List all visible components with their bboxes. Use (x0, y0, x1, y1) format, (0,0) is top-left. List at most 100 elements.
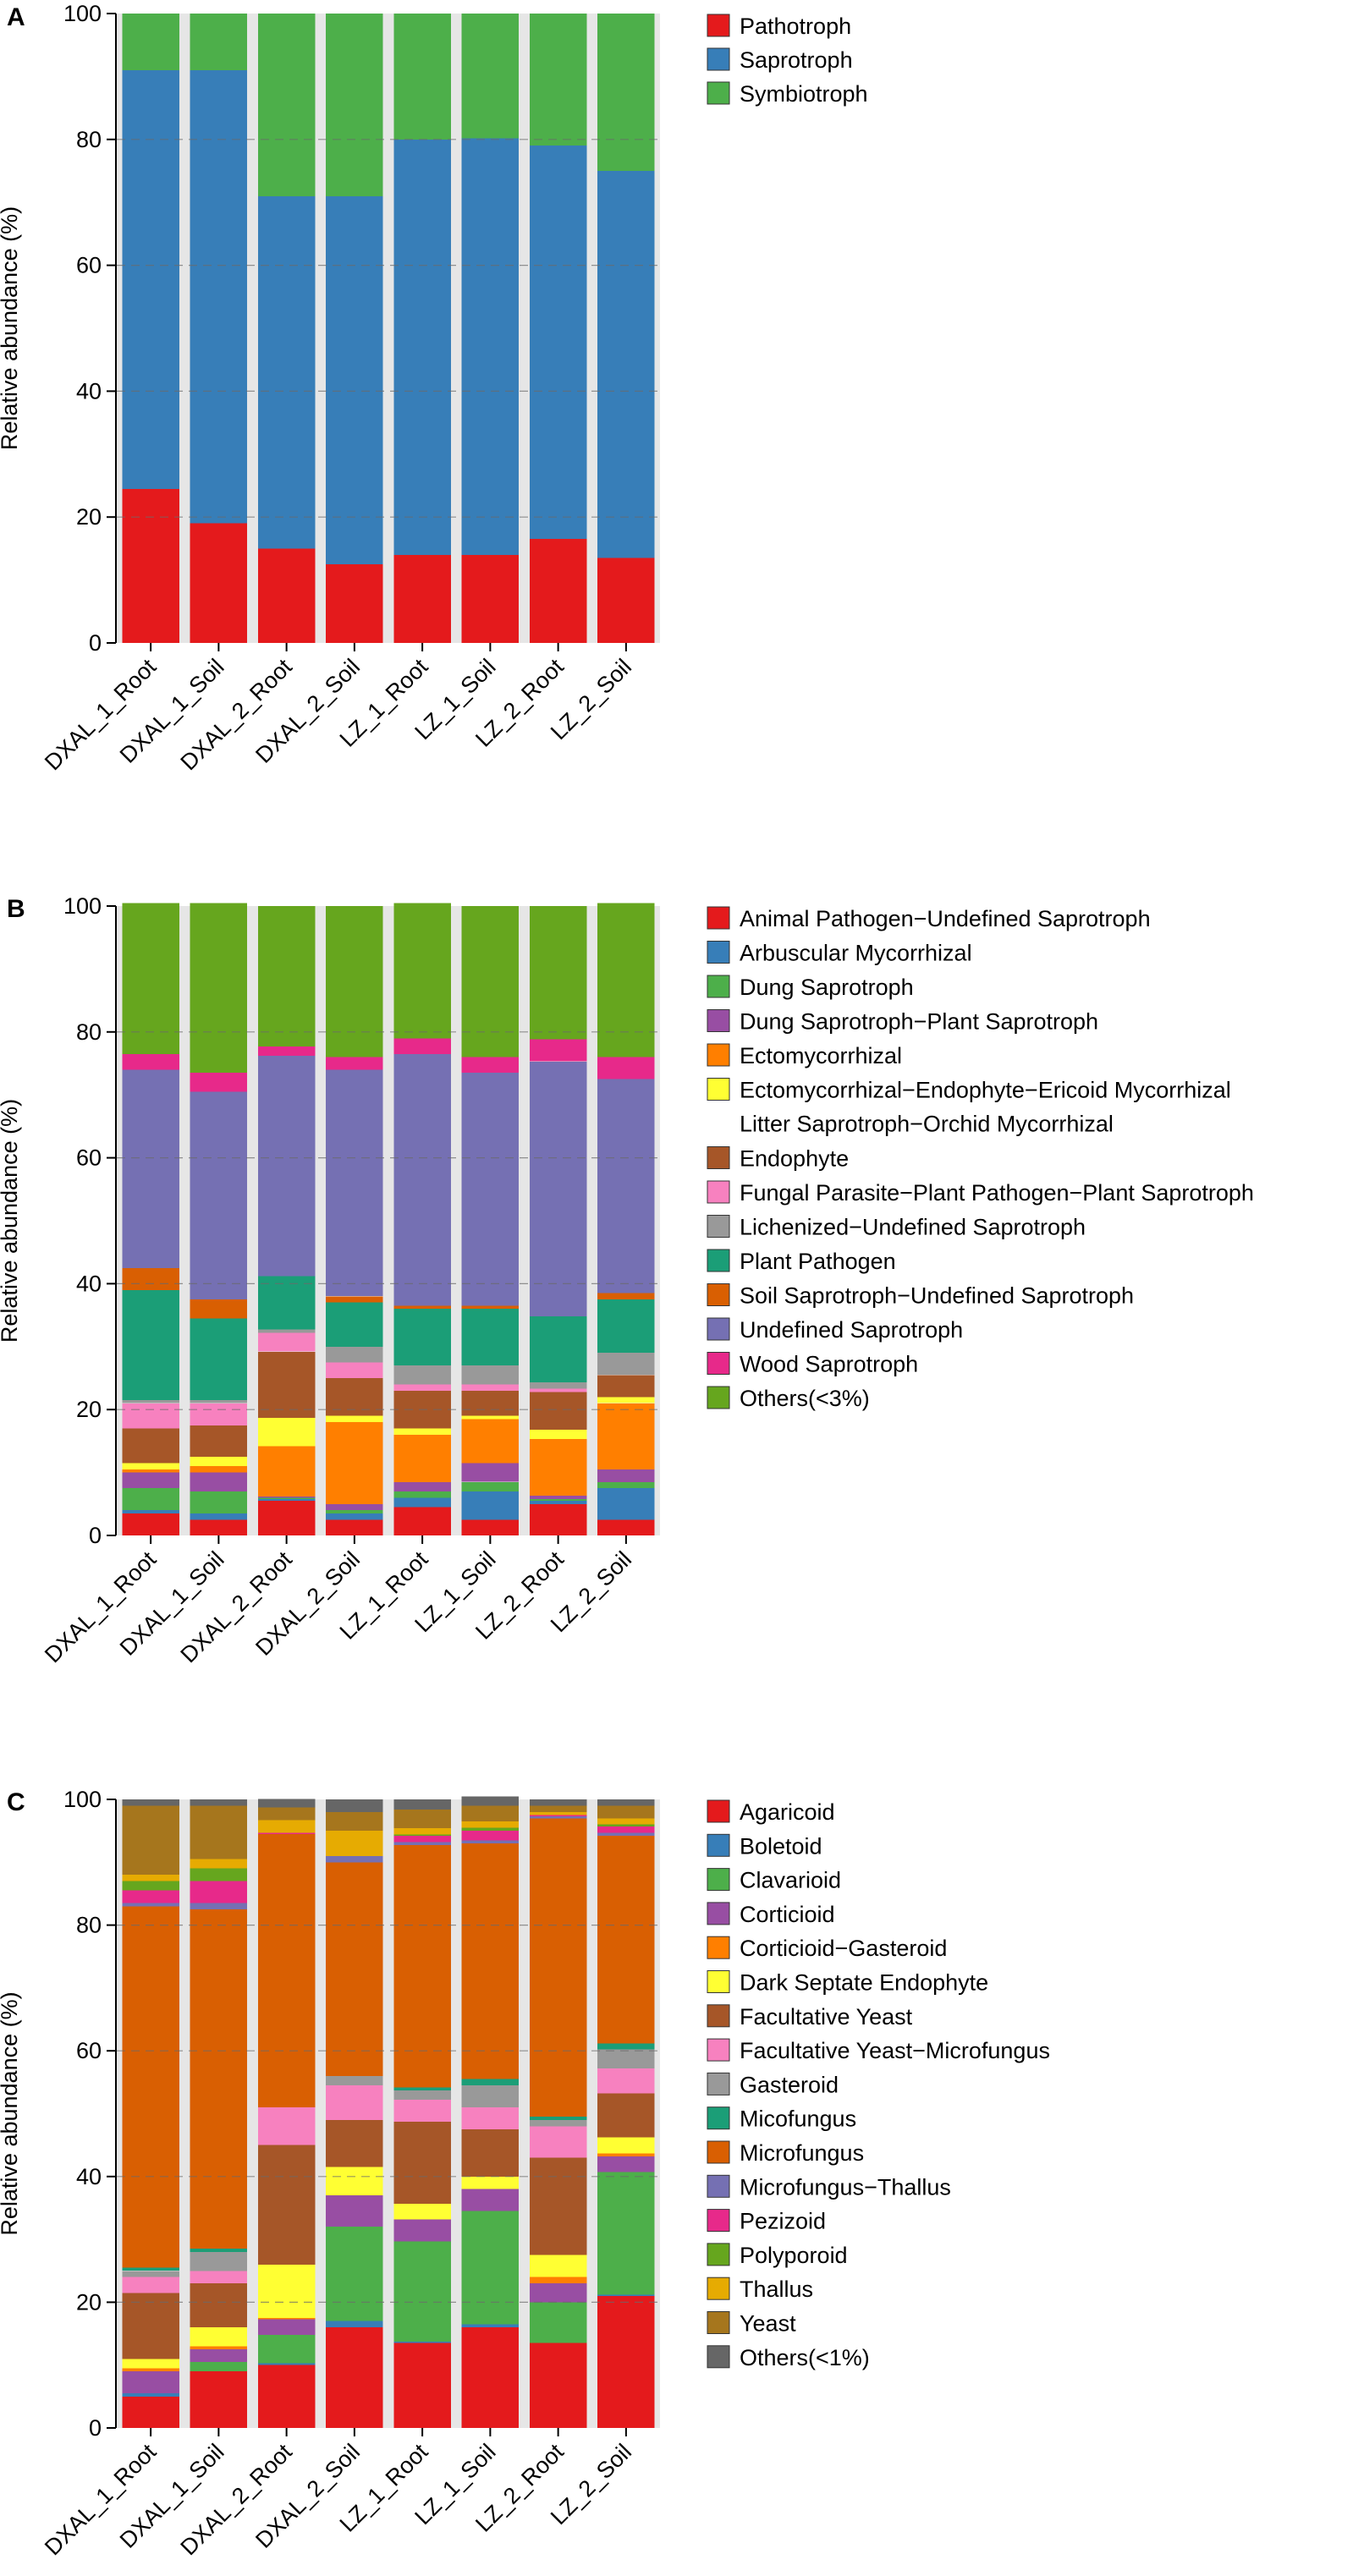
legend-label: Symbiotroph (740, 81, 868, 107)
bar-segment (257, 2363, 316, 2365)
bar-segment (122, 1890, 179, 1903)
bar-segment (122, 2371, 179, 2394)
bar-segment (597, 1826, 655, 1833)
bar-segment (190, 1903, 248, 1909)
bar-segment (461, 1840, 520, 1843)
bar-segment (122, 2277, 179, 2293)
bar-segment (529, 1805, 587, 1812)
legend-label-line: Boletoid (740, 1833, 822, 1859)
bar-segment (461, 2176, 520, 2189)
bar-segment (529, 1392, 587, 1430)
bar-segment (597, 903, 655, 1057)
bar-segment (597, 1375, 655, 1398)
bar-segment (393, 1481, 451, 1491)
bar-segment (461, 1491, 520, 1520)
legend-label-line: Micofungus (740, 2106, 856, 2132)
bar-segment (597, 1299, 655, 1354)
bar-segment (326, 1362, 383, 1378)
legend-label: Arbuscular Mycorrhizal (740, 941, 972, 966)
legend-label-line: Undefined Saprotroph (740, 1317, 963, 1343)
bar-segment (190, 1519, 248, 1535)
bar-segment (393, 2087, 451, 2090)
bar-segment (393, 1309, 451, 1366)
legend-label: Dung Saprotroph−Plant Saprotroph (740, 1009, 1098, 1035)
bar-segment (393, 1384, 451, 1391)
bar-segment (461, 2211, 520, 2325)
bar-segment (529, 2157, 587, 2255)
bar-segment (393, 1809, 451, 1829)
legend-label-line: Pathotroph (740, 14, 851, 39)
legend-label-line: Facultative Yeast (740, 2004, 913, 2029)
bar-segment (122, 1428, 179, 1464)
y-tick-label: 100 (63, 893, 102, 919)
bar-segment (393, 1038, 451, 1054)
legend-label: Dark Septate Endophyte (740, 1970, 988, 1996)
bar-segment (122, 488, 179, 643)
bar-segment (326, 1799, 383, 1812)
bar-segment (122, 2359, 179, 2369)
bar-segment (326, 2167, 383, 2196)
legend-label: Facultative Yeast (740, 2004, 913, 2029)
legend-swatch (707, 2140, 730, 2164)
bar-segment (257, 1329, 316, 1333)
bar-segment (529, 2117, 587, 2120)
bar-segment (257, 195, 316, 549)
legend-swatch (707, 1009, 730, 1032)
y-tick-label: 0 (89, 2415, 102, 2441)
bar-segment (529, 1816, 587, 1819)
legend-swatch (707, 2277, 730, 2300)
bar-segment (122, 70, 179, 489)
bar-segment (257, 14, 316, 196)
bar-segment (122, 1805, 179, 1876)
legend-swatch (707, 2106, 730, 2130)
bar-segment (597, 557, 655, 643)
legend-label: Fungal Parasite−Plant Pathogen−Plant Sap… (740, 1180, 1254, 1206)
bar-segment (257, 2264, 316, 2318)
bar-segment (257, 1799, 316, 1808)
bar-segment (461, 2324, 520, 2328)
bar-segment (122, 1463, 179, 1469)
legend-label-line: Pezizoid (740, 2209, 826, 2234)
bar-segment (122, 1903, 179, 1907)
bar-segment (393, 2343, 451, 2428)
legend-label-line: Ectomycorrhizal (740, 1043, 902, 1068)
bar-segment (597, 1079, 655, 1293)
legend-label-line: Arbuscular Mycorrhizal (740, 941, 972, 966)
bar-segment (461, 2189, 520, 2211)
y-tick-label: 80 (76, 1019, 102, 1045)
bar-segment (190, 1491, 248, 1513)
bar-segment (326, 1519, 383, 1535)
bar-segment (190, 70, 248, 524)
y-tick-label: 20 (76, 1397, 102, 1422)
bar-segment (461, 1827, 520, 1832)
legend-label-line: Microfungus (740, 2140, 864, 2166)
legend-swatch (707, 1833, 730, 1857)
legend-label: Ectomycorrhizal (740, 1043, 902, 1068)
bar-segment (190, 2362, 248, 2372)
legend-label: Pezizoid (740, 2209, 826, 2234)
bar-segment (190, 2252, 248, 2271)
bar-segment (326, 2119, 383, 2167)
bar-segment (257, 2145, 316, 2265)
legend-label-line: Others(<1%) (740, 2345, 870, 2370)
y-tick-label: 100 (63, 1, 102, 26)
y-axis-label: Relative abundance (%) (0, 206, 22, 450)
bar-segment (461, 1831, 520, 1841)
bar-segment (326, 14, 383, 196)
bar-segment (461, 1415, 520, 1420)
bar-segment (597, 2137, 655, 2154)
legend-label: Endophyte (740, 1146, 849, 1172)
legend-label-line: Ectomycorrhizal−Endophyte−Ericoid Mycorr… (740, 1078, 1231, 1103)
bar-segment (326, 1422, 383, 1504)
bar-segment (393, 554, 451, 643)
bar-segment (122, 1472, 179, 1489)
bar-segment (122, 1469, 179, 1473)
bar-segment (597, 2296, 655, 2428)
bar-segment (257, 1417, 316, 1447)
bar-segment (393, 1507, 451, 1535)
legend-label-line: Soil Saprotroph−Undefined Saprotroph (740, 1283, 1134, 1309)
bar-segment (326, 564, 383, 643)
bar-segment (326, 1855, 383, 1863)
